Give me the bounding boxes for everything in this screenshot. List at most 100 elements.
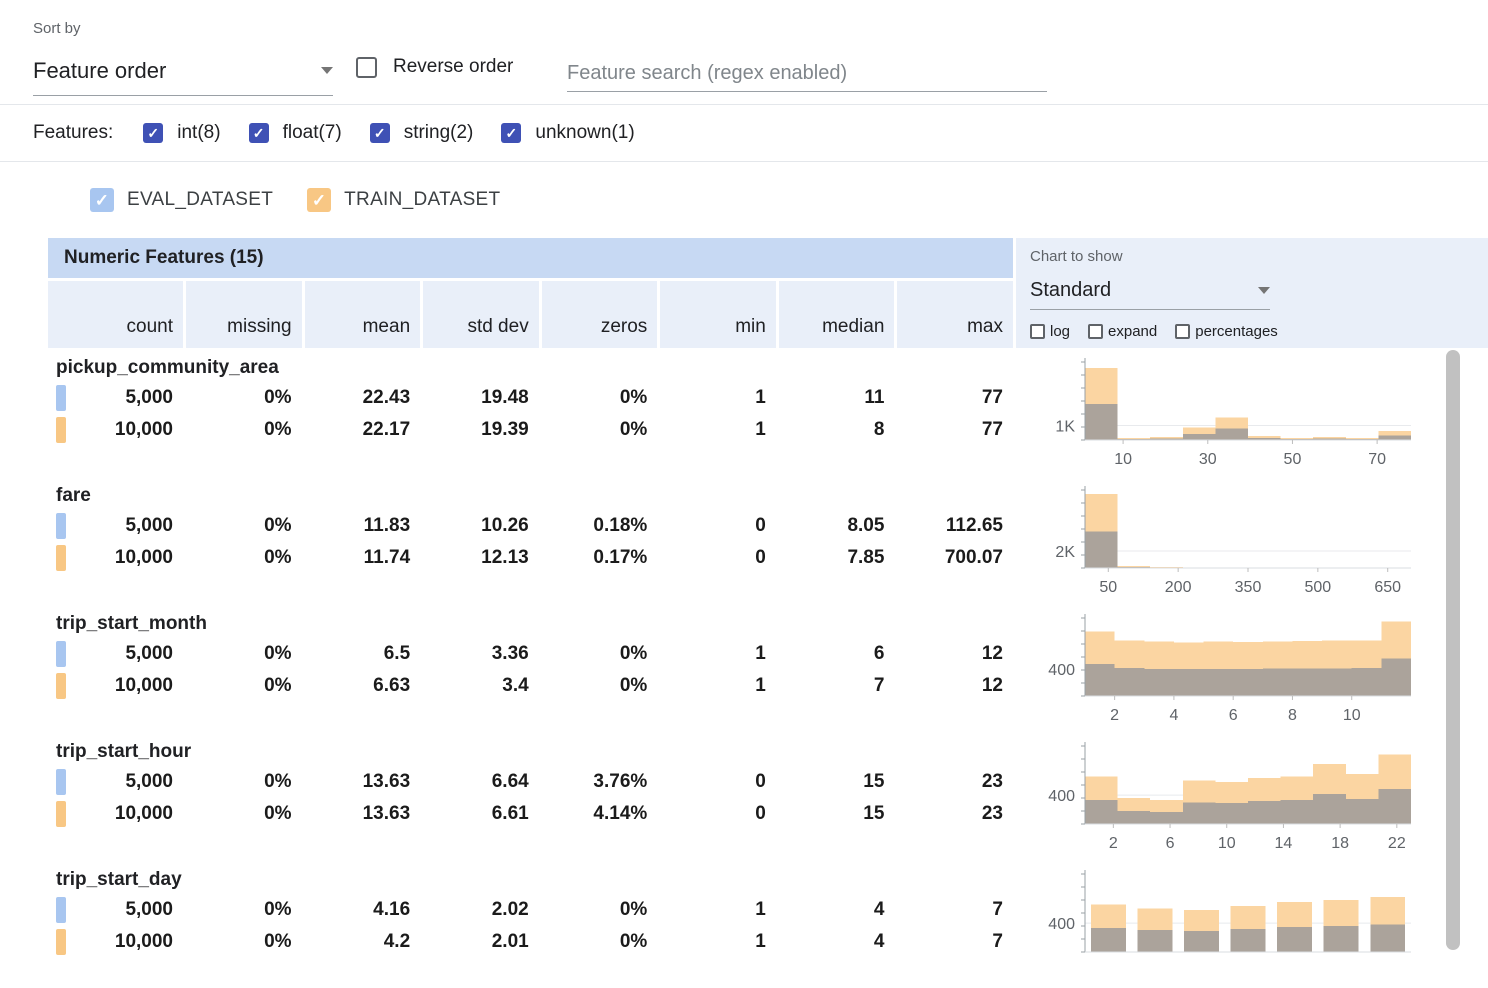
x-tick-label: 4	[1169, 707, 1178, 724]
dataset-legend: ✓ EVAL_DATASET ✓ TRAIN_DATASET	[0, 162, 1488, 238]
chart-controls: Chart to show Standard logexpandpercenta…	[1016, 238, 1488, 348]
dataset-toggle-eval_dataset[interactable]: ✓ EVAL_DATASET	[90, 188, 273, 212]
dataset-label: TRAIN_DATASET	[344, 189, 500, 211]
dataset-checkbox[interactable]: ✓	[90, 188, 114, 212]
dataset-checkbox[interactable]: ✓	[307, 188, 331, 212]
feature-type-checkbox[interactable]: ✓	[143, 123, 163, 143]
stat-count: 5,000	[48, 638, 183, 670]
stat-row-eval_dataset: 5,0000%6.53.360%1612	[48, 638, 1013, 670]
stat-missing: 0%	[186, 766, 302, 798]
dataset-toggle-train_dataset[interactable]: ✓ TRAIN_DATASET	[307, 188, 500, 212]
feature-block-trip_start_hour: trip_start_hour5,0000%13.636.643.76%0152…	[48, 732, 1488, 860]
feature-name: pickup_community_area	[48, 354, 1013, 382]
dataset-label: EVAL_DATASET	[127, 189, 273, 211]
x-tick-label: 10	[1114, 451, 1132, 468]
feature-type-checkbox[interactable]: ✓	[249, 123, 269, 143]
feature-type-label: int(8)	[177, 122, 220, 144]
stat-min: 0	[660, 766, 776, 798]
vertical-scrollbar[interactable]	[1446, 350, 1460, 950]
feature-type-checkbox[interactable]: ✓	[370, 123, 390, 143]
reverse-order-checkbox[interactable]	[356, 57, 377, 78]
feature-type-checkbox[interactable]: ✓	[501, 123, 521, 143]
chart-toggle-checkbox[interactable]	[1088, 324, 1103, 339]
stat-median: 11	[779, 382, 895, 414]
stat-missing: 0%	[186, 382, 302, 414]
sort-order-dropdown[interactable]: Feature order	[33, 52, 333, 96]
stat-mean: 11.83	[305, 510, 421, 542]
stat-mean: 6.63	[305, 670, 421, 702]
stat-max: 7	[897, 926, 1013, 958]
x-tick-label: 2	[1110, 707, 1119, 724]
column-header-max: max	[897, 281, 1013, 348]
y-axis-label: 400	[1048, 662, 1075, 679]
toolbar: Sort by Feature order Reverse order	[0, 0, 1488, 105]
reverse-order-control[interactable]: Reverse order	[356, 56, 513, 78]
dataset-swatch	[56, 545, 66, 571]
stat-mean: 22.17	[305, 414, 421, 446]
stat-row-train_dataset: 10,0000%13.636.614.14%01523	[48, 798, 1013, 830]
x-tick-label: 50	[1284, 451, 1302, 468]
stat-median: 7.85	[779, 542, 895, 574]
stat-count: 10,000	[48, 414, 183, 446]
chevron-down-icon	[321, 67, 333, 74]
stat-zeros: 3.76%	[542, 766, 658, 798]
column-header-min: min	[660, 281, 776, 348]
sort-by-label: Sort by	[33, 20, 81, 37]
stat-missing: 0%	[186, 894, 302, 926]
check-icon: ✓	[147, 126, 159, 140]
stat-min: 1	[660, 926, 776, 958]
feature-histogram: 400246810	[1039, 612, 1425, 730]
y-axis-label: 400	[1048, 788, 1075, 805]
stat-row-train_dataset: 10,0000%4.22.010%147	[48, 926, 1013, 958]
feature-type-filter-float[interactable]: ✓ float(7)	[249, 122, 342, 144]
chart-toggle-checkbox[interactable]	[1175, 324, 1190, 339]
stat-mean: 11.74	[305, 542, 421, 574]
feature-search-input[interactable]	[567, 56, 1047, 92]
chart-toggle-label: expand	[1108, 323, 1157, 340]
stat-median: 8.05	[779, 510, 895, 542]
x-tick-label: 8	[1288, 707, 1297, 724]
stat-row-eval_dataset: 5,0000%4.162.020%147	[48, 894, 1013, 926]
column-header-std-dev: std dev	[423, 281, 539, 348]
feature-name: trip_start_hour	[48, 738, 1013, 766]
feature-chart-cell: 400	[1013, 866, 1488, 988]
stat-min: 1	[660, 414, 776, 446]
feature-chart-cell: 1K10305070	[1013, 354, 1488, 476]
stat-median: 15	[779, 766, 895, 798]
feature-block-trip_start_day: trip_start_day5,0000%4.162.020%14710,000…	[48, 860, 1488, 988]
chart-type-dropdown[interactable]: Standard	[1030, 276, 1270, 310]
stat-zeros: 0%	[542, 638, 658, 670]
dataset-swatch	[56, 897, 66, 923]
stat-mean: 22.43	[305, 382, 421, 414]
feature-chart-cell: 400246810	[1013, 610, 1488, 732]
x-tick-label: 650	[1374, 579, 1401, 596]
feature-histogram: 1K10305070	[1039, 356, 1425, 474]
x-tick-label: 350	[1235, 579, 1262, 596]
chart-toggle-expand[interactable]: expand	[1088, 323, 1157, 340]
stat-min: 0	[660, 798, 776, 830]
stat-zeros: 0%	[542, 382, 658, 414]
dataset-swatch	[56, 385, 66, 411]
stat-max: 700.07	[897, 542, 1013, 574]
feature-type-filter-int[interactable]: ✓ int(8)	[143, 122, 220, 144]
chart-toggle-log[interactable]: log	[1030, 323, 1070, 340]
feature-type-filter-list: ✓ int(8) ✓ float(7) ✓ string(2) ✓unknown(1)	[143, 122, 634, 144]
feature-histogram: 2K50200350500650	[1039, 484, 1425, 602]
reverse-order-label: Reverse order	[393, 56, 513, 78]
chart-toggle-checkbox[interactable]	[1030, 324, 1045, 339]
stat-max: 7	[897, 894, 1013, 926]
feature-type-label: string(2)	[404, 122, 474, 144]
dataset-swatch	[56, 673, 66, 699]
app: Sort by Feature order Reverse order Feat…	[0, 0, 1488, 238]
x-tick-label: 30	[1199, 451, 1217, 468]
stat-min: 1	[660, 894, 776, 926]
check-icon: ✓	[506, 126, 518, 140]
stat-count: 10,000	[48, 670, 183, 702]
feature-type-label: float(7)	[283, 122, 342, 144]
x-tick-label: 2	[1109, 835, 1118, 852]
chart-toggle-percentages[interactable]: percentages	[1175, 323, 1278, 340]
stat-zeros: 0.17%	[542, 542, 658, 574]
feature-type-filter-string[interactable]: ✓ string(2)	[370, 122, 474, 144]
y-axis-label: 2K	[1055, 544, 1075, 561]
feature-type-filter-unknown[interactable]: ✓unknown(1)	[501, 122, 634, 144]
